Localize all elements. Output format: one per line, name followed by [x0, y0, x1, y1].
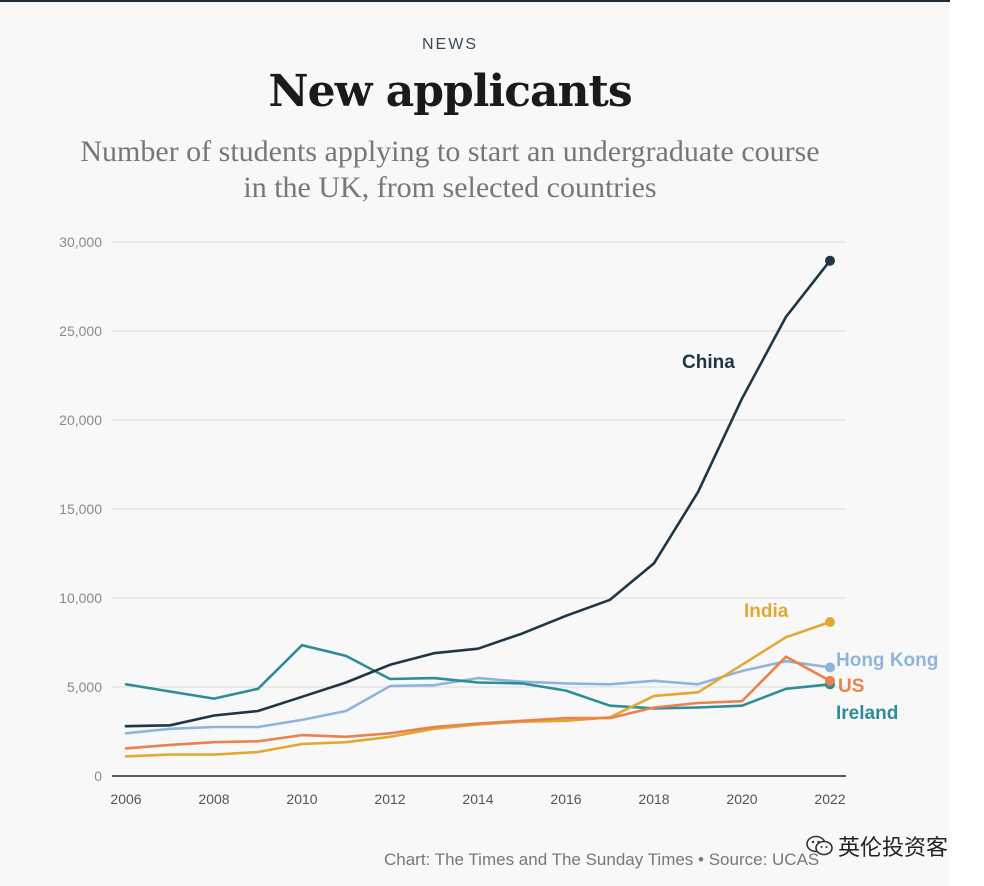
y-tick-label: 25,000	[59, 323, 102, 339]
source-credit: Chart: The Times and The Sunday Times • …	[384, 850, 820, 869]
series-end-point-hong-kong	[825, 662, 835, 673]
x-tick-label: 2016	[550, 791, 581, 807]
x-tick-label: 2020	[726, 791, 757, 807]
chart-subtitle: Number of students applying to start an …	[40, 134, 860, 206]
series-label-hong-kong: Hong Kong	[836, 650, 938, 671]
series-label-china: China	[682, 352, 735, 373]
subtitle-line-1: Number of students applying to start an …	[80, 135, 820, 168]
series-labels: Hong Kong Ireland India US China	[682, 352, 938, 724]
series-line-ireland	[124, 643, 832, 710]
x-tick-label: 2014	[462, 791, 493, 807]
y-tick-label: 5,000	[67, 679, 102, 695]
x-axis-tick-labels: 2006 2008 2010 2012 2014 2016 2018 2020 2022	[110, 791, 845, 807]
x-tick-label: 2010	[286, 791, 317, 807]
y-tick-label: 15,000	[59, 501, 102, 517]
chart-card: NEWS New applicants Number of students a…	[0, 0, 950, 869]
series-line-hong-kong	[124, 659, 832, 735]
wechat-icon	[806, 835, 834, 857]
series-end-point-india	[825, 617, 835, 628]
series-lines	[124, 255, 835, 758]
series-line-china	[124, 259, 832, 728]
x-tick-label: 2022	[814, 791, 845, 807]
chart-title: New applicants	[268, 66, 632, 117]
series-end-point-china	[825, 255, 835, 266]
series-line-us	[124, 655, 832, 750]
y-axis-tick-labels: 0 5,000 10,000 15,000 20,000 25,000 30,000	[59, 234, 102, 784]
y-tick-label: 30,000	[59, 234, 102, 250]
x-tick-label: 2018	[638, 791, 669, 807]
series-end-point-us	[825, 675, 835, 686]
section-kicker: NEWS	[422, 36, 478, 53]
line-chart: 0 5,000 10,000 15,000 20,000 25,000 30,000 200…	[59, 234, 938, 807]
x-tick-label: 2008	[198, 791, 229, 807]
top-rule	[0, 0, 950, 2]
x-tick-label: 2006	[110, 791, 141, 807]
series-label-us: US	[838, 676, 864, 697]
x-tick-label: 2012	[374, 791, 405, 807]
series-label-ireland: Ireland	[836, 703, 898, 724]
y-tick-label: 10,000	[59, 590, 102, 606]
watermark-text: 英伦投资客	[838, 835, 949, 860]
grid-lines	[112, 241, 846, 688]
subtitle-line-2: in the UK, from selected countries	[243, 171, 657, 204]
y-tick-label: 0	[94, 768, 102, 784]
watermark: 英伦投资客	[806, 830, 948, 862]
y-tick-label: 20,000	[59, 412, 102, 428]
series-line-india	[124, 620, 832, 758]
series-label-india: India	[744, 601, 789, 622]
